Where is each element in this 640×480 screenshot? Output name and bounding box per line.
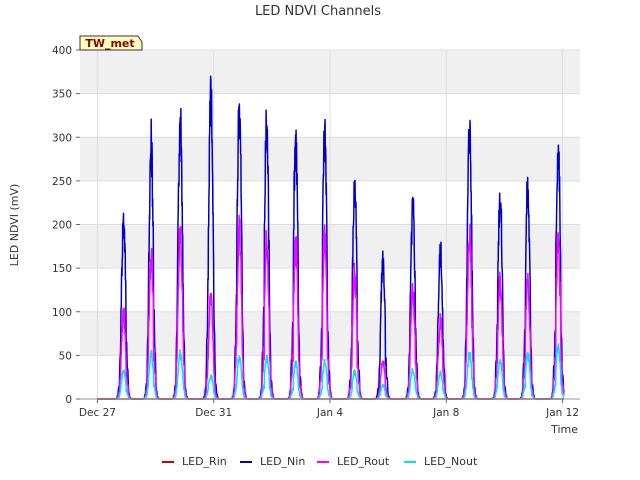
- y-axis-label: LED NDVI (mV): [8, 184, 21, 267]
- y-tick-label: 0: [65, 394, 72, 406]
- y-tick-label: 50: [59, 350, 72, 362]
- x-tick-label: Dec 27: [79, 407, 116, 419]
- legend: LED_Rin LED_Nin LED_Rout LED_Nout: [162, 455, 478, 468]
- station-badge: TW_met: [79, 35, 143, 51]
- x-tick-label: Dec 31: [195, 407, 232, 419]
- y-tick-label: 150: [52, 263, 72, 275]
- x-tick-label: Jan 12: [545, 407, 579, 419]
- grid-lines: [80, 49, 580, 400]
- station-badge-label: TW_met: [85, 37, 134, 50]
- legend-label-led-rin: LED_Rin: [182, 455, 227, 468]
- y-tick-label: 400: [52, 45, 72, 57]
- y-tick-label: 200: [52, 220, 72, 232]
- chart-title: LED NDVI Channels: [255, 4, 381, 19]
- y-tick-label: 300: [52, 132, 72, 144]
- legend-label-led-nout: LED_Nout: [424, 455, 478, 468]
- y-axis-ticks: 0 50 100 150 200 250 300 350 400: [52, 45, 80, 406]
- x-axis-ticks: Dec 27 Dec 31 Jan 4 Jan 8 Jan 12: [79, 399, 579, 419]
- x-axis-label: Time: [550, 423, 578, 436]
- x-tick-label: Jan 4: [316, 407, 344, 419]
- y-tick-label: 100: [52, 307, 72, 319]
- legend-label-led-rout: LED_Rout: [337, 455, 390, 468]
- y-tick-label: 350: [52, 89, 72, 101]
- x-tick-label: Jan 8: [432, 407, 459, 419]
- legend-label-led-nin: LED_Nin: [260, 455, 305, 468]
- y-tick-label: 250: [52, 176, 72, 188]
